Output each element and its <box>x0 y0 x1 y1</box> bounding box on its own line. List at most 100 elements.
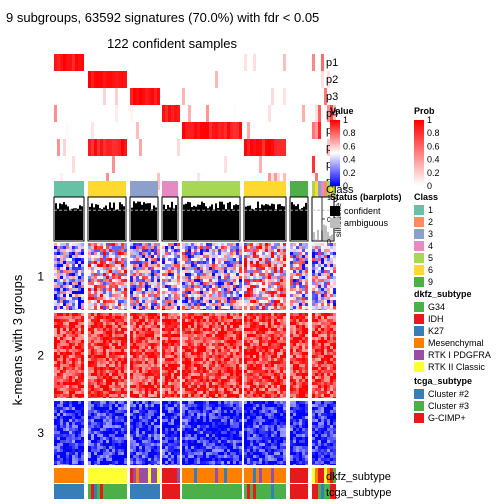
heatmap-cell <box>244 322 247 325</box>
heatmap-cell <box>312 282 315 285</box>
heatmap-cell <box>162 358 165 361</box>
heatmap-cell <box>203 328 206 331</box>
prob-row-label: p2 <box>326 74 338 86</box>
heatmap-cell <box>148 309 151 310</box>
heatmap-cell <box>253 334 256 337</box>
heatmap-cell <box>283 279 286 282</box>
heatmap-cell <box>177 337 180 340</box>
heatmap-cell <box>171 264 174 267</box>
heatmap-cell <box>91 270 94 273</box>
heatmap-cell <box>148 352 151 355</box>
prob-cell <box>154 71 157 88</box>
heatmap-cell <box>274 246 277 249</box>
prob-cell <box>239 88 242 105</box>
heatmap-cell <box>233 322 236 325</box>
heatmap-cell <box>69 385 72 388</box>
heatmap-cell <box>280 337 283 340</box>
heatmap-cell <box>78 282 81 285</box>
heatmap-cell <box>151 285 154 288</box>
heatmap-cell <box>112 385 115 388</box>
prob-cell <box>327 156 330 173</box>
heatmap-cell <box>66 340 69 343</box>
prob-cell <box>60 122 63 139</box>
heatmap-cell <box>256 279 259 282</box>
heatmap-cell <box>91 373 94 376</box>
heatmap-cell <box>188 288 191 291</box>
prob-cell <box>290 139 293 156</box>
heatmap-cell <box>224 355 227 358</box>
heatmap-cell <box>271 349 274 352</box>
heatmap-cell <box>133 346 136 349</box>
heatmap-cell <box>256 285 259 288</box>
heatmap-cell <box>130 334 133 337</box>
heatmap-cell <box>253 343 256 346</box>
heatmap-cell <box>177 255 180 258</box>
prob-cell <box>118 88 121 105</box>
heatmap-cell <box>174 285 177 288</box>
heatmap-cell <box>57 397 60 398</box>
heatmap-cell <box>66 319 69 322</box>
heatmap-cell <box>330 261 333 264</box>
heatmap-cell <box>174 388 177 391</box>
prob-cell <box>265 139 268 156</box>
prob-cell <box>299 139 302 156</box>
prob-cell <box>109 156 112 173</box>
heatmap-cell <box>274 300 277 303</box>
heatmap-cell <box>162 370 165 373</box>
heatmap-cell <box>151 288 154 291</box>
heatmap-cell <box>69 391 72 394</box>
heatmap-cell <box>333 276 336 279</box>
heatmap-cell <box>145 367 148 370</box>
prob-cell <box>121 139 124 156</box>
heatmap-cell <box>239 300 242 303</box>
heatmap-cell <box>188 376 191 379</box>
heatmap-cell <box>94 255 97 258</box>
heatmap-cell <box>97 319 100 322</box>
heatmap-cell <box>333 285 336 288</box>
heatmap-cell <box>118 270 121 273</box>
prob-cell <box>165 88 168 105</box>
heatmap-cell <box>256 370 259 373</box>
heatmap-cell <box>321 273 324 276</box>
heatmap-cell <box>244 316 247 319</box>
heatmap-cell <box>100 267 103 270</box>
heatmap-cell <box>57 291 60 294</box>
heatmap-cell <box>244 288 247 291</box>
heatmap-cell <box>315 252 318 255</box>
heatmap-cell <box>54 397 57 398</box>
heatmap-cell <box>91 382 94 385</box>
heatmap-cell <box>60 303 63 306</box>
heatmap-cell <box>188 385 191 388</box>
heatmap-cell <box>194 316 197 319</box>
heatmap-cell <box>224 397 227 398</box>
heatmap-cell <box>250 334 253 337</box>
silhouette-bar <box>313 232 315 240</box>
prob-cell <box>312 54 315 71</box>
silhouette-bar <box>219 201 221 240</box>
heatmap-cell <box>54 309 57 310</box>
heatmap-cell <box>197 288 200 291</box>
heatmap-cell <box>188 243 191 246</box>
heatmap-cell <box>148 373 151 376</box>
heatmap-cell <box>256 267 259 270</box>
heatmap-cell <box>165 294 168 297</box>
heatmap-cell <box>197 291 200 294</box>
heatmap-cell <box>72 355 75 358</box>
prob-cell <box>151 71 154 88</box>
heatmap-cell <box>247 303 250 306</box>
heatmap-cell <box>268 270 271 273</box>
heatmap-cell <box>265 316 268 319</box>
heatmap-cell <box>230 373 233 376</box>
heatmap-cell <box>283 346 286 349</box>
prob-cell <box>218 139 221 156</box>
heatmap-cell <box>218 282 221 285</box>
heatmap-cell <box>109 397 112 398</box>
heatmap-cell <box>154 300 157 303</box>
heatmap-cell <box>81 337 84 340</box>
heatmap-cell <box>324 261 327 264</box>
heatmap-cell <box>133 249 136 252</box>
heatmap-cell <box>66 276 69 279</box>
heatmap-cell <box>115 382 118 385</box>
heatmap-cell <box>230 309 233 310</box>
heatmap-cell <box>165 285 168 288</box>
